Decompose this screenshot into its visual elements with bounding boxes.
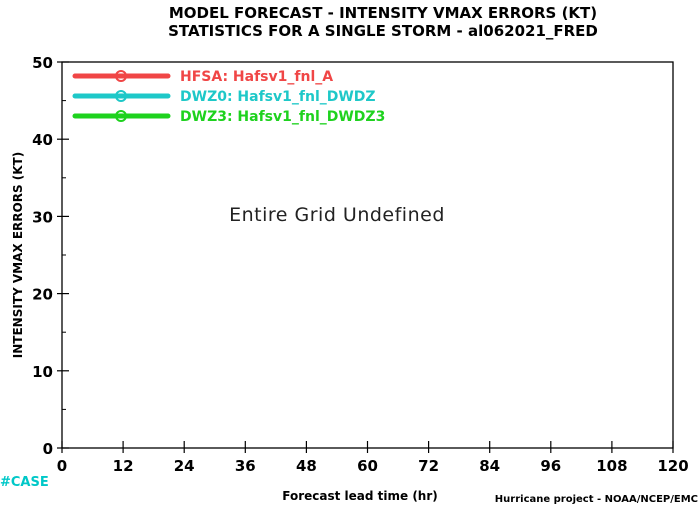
case-label: #CASE: [0, 475, 49, 490]
y-axis-label: INTENSITY VMAX ERRORS (KT): [11, 152, 25, 358]
x-tick-label: 120: [657, 457, 688, 475]
legend-marker-1: [115, 70, 127, 82]
x-tick-label: 36: [235, 457, 256, 475]
x-axis-ticks: 0 12 24 36 48 60 72 84 96 108 120: [57, 441, 689, 475]
legend-label-3: DWZ3: Hafsv1_fnl_DWDZ3: [180, 109, 385, 125]
chart-subtitle: STATISTICS FOR A SINGLE STORM - al062021…: [168, 22, 598, 40]
legend-label-1: HFSA: Hafsv1_fnl_A: [180, 69, 333, 85]
x-tick-label: 60: [357, 457, 378, 475]
x-tick-label: 72: [418, 457, 439, 475]
undefined-grid-message: Entire Grid Undefined: [229, 204, 445, 226]
x-tick-label: 84: [479, 457, 500, 475]
y-tick-label: 30: [32, 208, 53, 226]
chart-title: MODEL FORECAST - INTENSITY VMAX ERRORS (…: [169, 4, 597, 22]
legend-marker-2: [115, 90, 127, 102]
y-tick-label: 50: [32, 54, 53, 72]
x-tick-label: 0: [57, 457, 67, 475]
x-tick-label: 24: [174, 457, 195, 475]
y-tick-label: 10: [32, 363, 53, 381]
legend-label-2: DWZ0: Hafsv1_fnl_DWDZ: [180, 89, 376, 105]
x-tick-label: 12: [113, 457, 134, 475]
x-tick-label: 96: [540, 457, 561, 475]
y-tick-label: 40: [32, 131, 53, 149]
x-tick-label: 108: [596, 457, 627, 475]
x-axis-label: Forecast lead time (hr): [282, 489, 438, 503]
y-tick-label: 20: [32, 286, 53, 304]
credit-label: Hurricane project - NOAA/NCEP/EMC: [495, 494, 698, 505]
legend-marker-3: [115, 110, 127, 122]
legend: HFSA: Hafsv1_fnl_A DWZ0: Hafsv1_fnl_DWDZ D…: [72, 69, 385, 125]
x-tick-label: 48: [296, 457, 317, 475]
y-axis-ticks: 0 10 20 30 40 50: [32, 54, 69, 458]
y-tick-label: 0: [43, 440, 53, 458]
